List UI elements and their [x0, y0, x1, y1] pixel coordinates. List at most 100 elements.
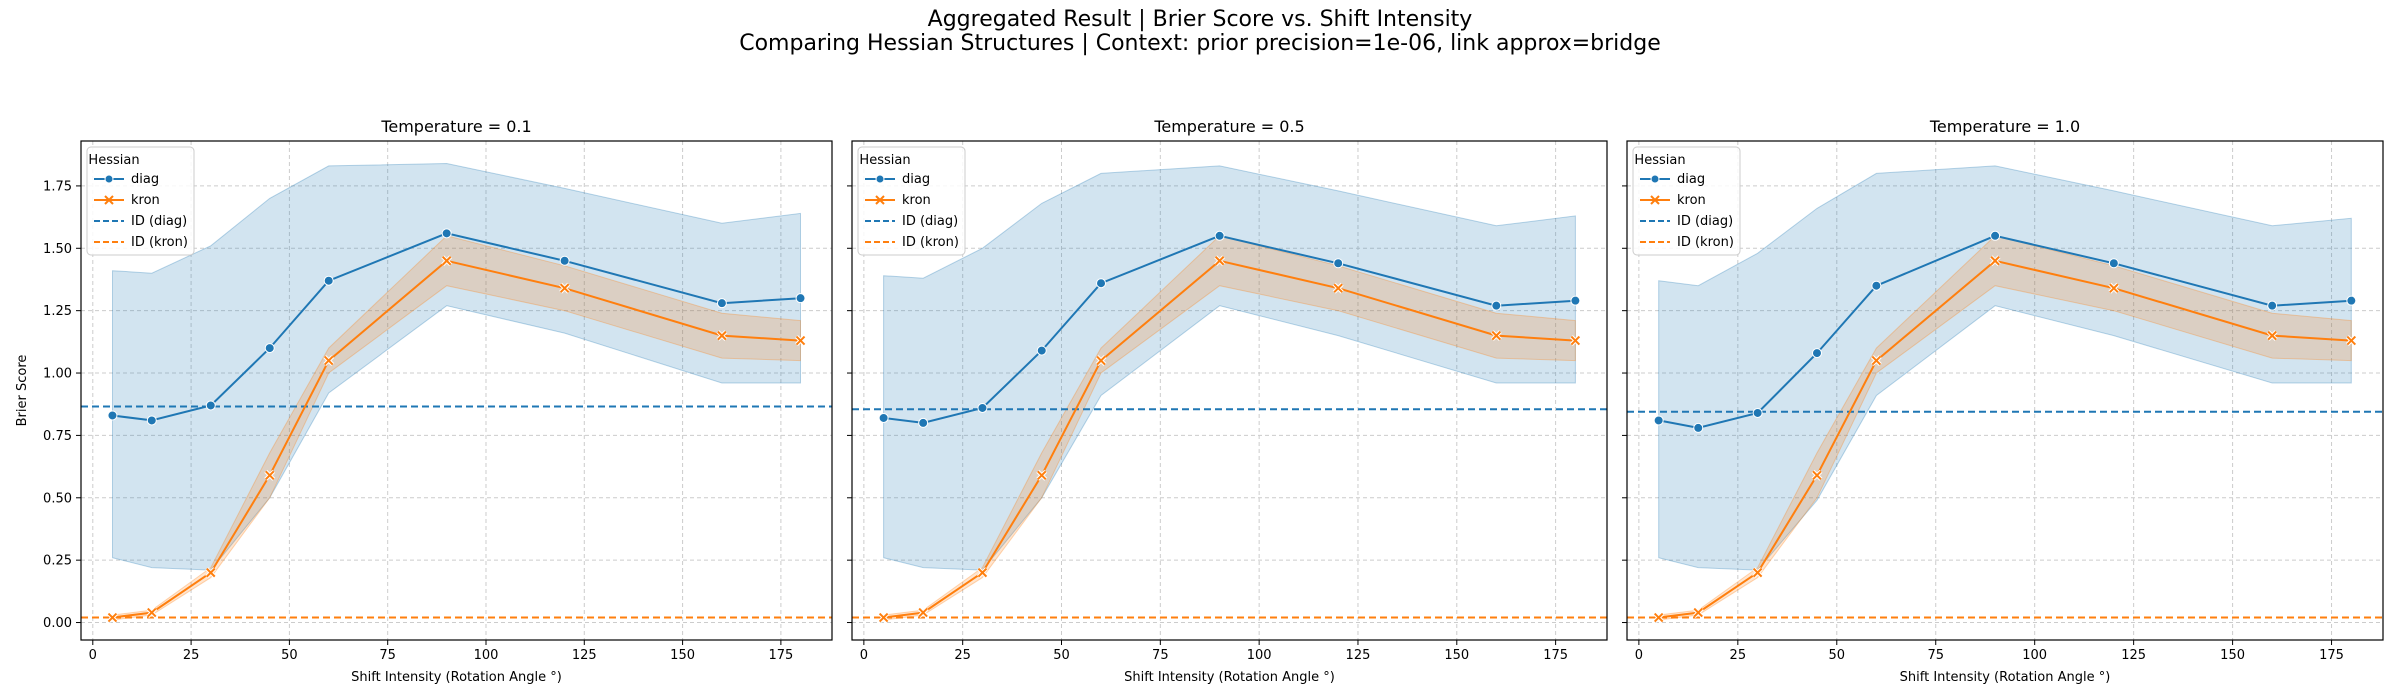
- y-tick-label: 0.00: [43, 616, 72, 631]
- marker-stroke: [1990, 256, 2000, 266]
- x-tick-label: 75: [1152, 648, 1169, 663]
- x-tick-label: 0: [1635, 648, 1643, 663]
- x-tick-label: 75: [379, 648, 396, 663]
- legend-label: kron: [131, 193, 160, 208]
- axes-frame: [851, 140, 1608, 641]
- data-point-diag: [1036, 345, 1047, 356]
- x-tick-label: 150: [1444, 648, 1469, 663]
- legend-swatch-marker: [1650, 195, 1660, 205]
- x-tick-label: 25: [1730, 648, 1747, 663]
- data-point-diag: [2267, 300, 2278, 311]
- figure-title-line-1: Aggregated Result | Brier Score vs. Shif…: [927, 7, 1473, 32]
- data-point-kron: [1569, 335, 1581, 347]
- data-point-diag: [1693, 422, 1704, 433]
- x-tick-label: 125: [572, 648, 597, 663]
- marker-stroke: [147, 607, 157, 618]
- legend-label: ID (kron): [131, 235, 188, 250]
- legend-swatch-marker: [875, 195, 885, 205]
- legend-entry: ID (diag): [865, 214, 958, 229]
- legend-title: Hessian: [859, 153, 910, 168]
- data-point-kron: [1653, 612, 1665, 623]
- legend-entry: ID (kron): [94, 235, 188, 250]
- data-point-diag: [1653, 415, 1664, 426]
- marker-stroke: [918, 607, 928, 618]
- legend-label: diag: [902, 172, 930, 187]
- ci-band-kron: [1658, 235, 2352, 621]
- x-tick-label: 25: [954, 648, 971, 663]
- axes-frame: [1626, 140, 2384, 641]
- data-point-kron: [1692, 607, 1704, 618]
- data-point-diag: [878, 412, 889, 423]
- y-tick-label: 0.50: [43, 491, 72, 506]
- legend-box: [857, 146, 966, 256]
- marker-stroke: [1871, 355, 1882, 366]
- legend-entry: diag: [94, 172, 159, 187]
- x-tick-label: 150: [670, 648, 695, 663]
- legend-swatch-marker: [104, 195, 114, 205]
- y-tick-label: 1.75: [43, 179, 72, 194]
- data-point-diag: [1096, 278, 1107, 289]
- data-point-kron: [2108, 282, 2120, 294]
- legend-label: ID (diag): [1677, 214, 1733, 229]
- ci-band-diag: [883, 165, 1576, 571]
- legend-box: [1632, 146, 1741, 256]
- data-point-diag: [441, 228, 452, 239]
- legend-entry: ID (diag): [1640, 214, 1733, 229]
- x-tick-label: 100: [1247, 648, 1272, 663]
- data-point-kron: [1811, 469, 1823, 481]
- x-axis-label: Shift Intensity (Rotation Angle °): [351, 670, 562, 685]
- panel-2: 0 25 50 75 100 125 150 175 Temperature = 0.5 Shif…: [847, 117, 1608, 685]
- y-tick-label: 1.00: [43, 367, 72, 382]
- data-point-kron: [1036, 469, 1048, 481]
- legend: Hessian diag kron ID (diag) ID (kron): [1632, 146, 1741, 256]
- legend-swatch-marker: [104, 174, 114, 184]
- data-point-diag: [977, 402, 988, 413]
- legend-entry: diag: [1640, 172, 1705, 187]
- ci-band-diag: [1658, 165, 2352, 571]
- data-point-diag: [795, 293, 806, 304]
- data-point-diag: [2108, 258, 2119, 269]
- data-point-kron: [795, 335, 806, 347]
- panel-title: Temperature = 0.5: [1153, 117, 1304, 136]
- legend-entry: kron: [94, 193, 160, 208]
- data-point-diag: [918, 417, 929, 428]
- data-point-kron: [2266, 330, 2278, 342]
- marker-stroke: [441, 256, 452, 266]
- x-tick-label: 175: [1543, 648, 1568, 663]
- data-point-kron: [107, 612, 118, 623]
- legend-swatch-marker: [1650, 174, 1660, 184]
- x-tick-label: 0: [860, 648, 868, 663]
- data-point-kron: [559, 282, 571, 294]
- data-point-kron: [1332, 282, 1344, 294]
- data-point-kron: [2345, 335, 2357, 347]
- marker-stroke: [1752, 567, 1763, 578]
- plot-area: [81, 162, 832, 623]
- legend-label: kron: [902, 193, 931, 208]
- marker-stroke: [1333, 283, 1343, 293]
- x-axis-label: Shift Intensity (Rotation Angle °): [1900, 670, 2111, 685]
- legend-box: [86, 146, 195, 256]
- plot-area: [852, 165, 1607, 623]
- x-tick-label: 50: [281, 648, 298, 663]
- legend-label: diag: [1677, 172, 1705, 187]
- data-point-diag: [1871, 280, 1882, 291]
- data-point-kron: [917, 607, 929, 618]
- x-tick-label: 50: [1053, 648, 1070, 663]
- data-point-kron: [441, 255, 453, 267]
- x-tick-label: 125: [1346, 648, 1371, 663]
- x-tick-label: 175: [768, 648, 793, 663]
- x-axis-label: Shift Intensity (Rotation Angle °): [1124, 670, 1335, 685]
- x-tick-label: 100: [2022, 648, 2047, 663]
- data-point-diag: [1214, 230, 1225, 241]
- data-point-diag: [1491, 300, 1502, 311]
- data-point-kron: [878, 612, 890, 623]
- y-tick-label: 0.25: [43, 554, 72, 569]
- marker-stroke: [559, 283, 570, 293]
- legend-entry: kron: [1640, 193, 1706, 208]
- y-tick-label: 0.75: [43, 429, 72, 444]
- data-point-kron: [146, 607, 158, 618]
- ci-band-kron: [112, 235, 801, 621]
- marker-stroke: [1693, 607, 1703, 618]
- y-axis-label: Brier Score: [15, 355, 30, 427]
- marker-stroke: [878, 612, 889, 623]
